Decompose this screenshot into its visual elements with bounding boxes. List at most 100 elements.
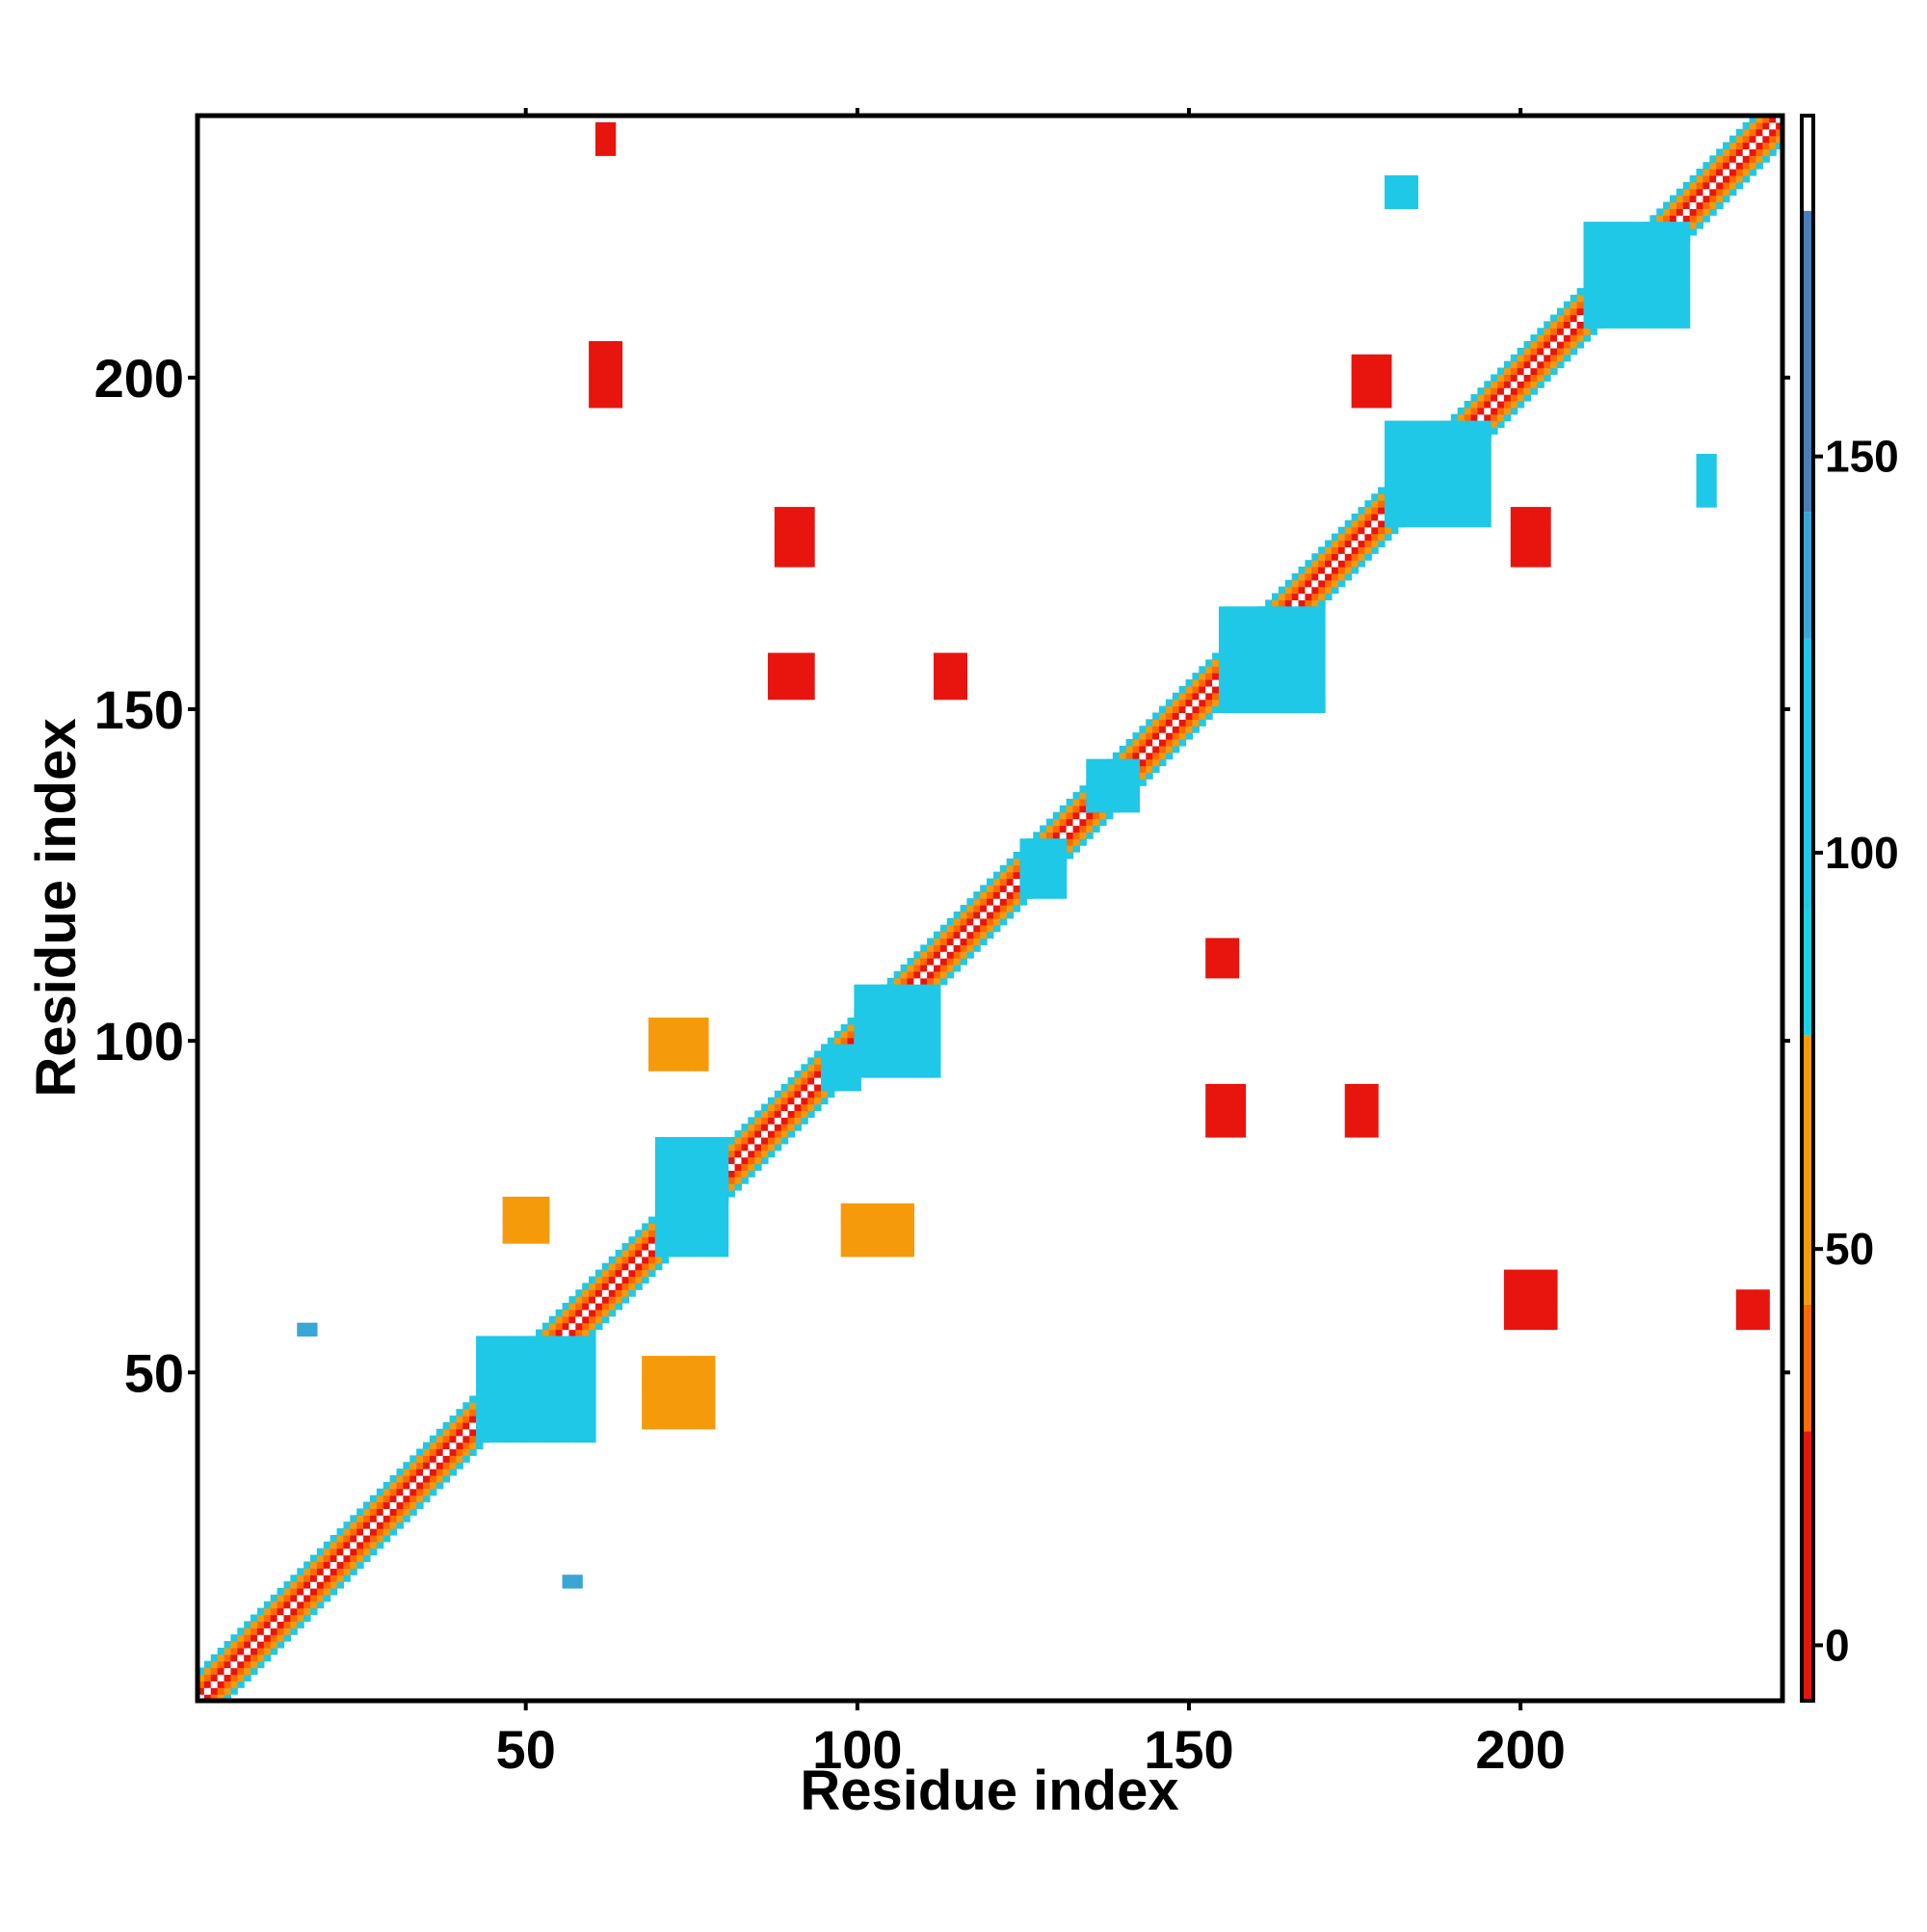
diagonal-band-cell xyxy=(1563,354,1571,362)
contact-cell xyxy=(648,1362,656,1370)
diagonal-band-cell xyxy=(594,1289,603,1297)
contact-cell xyxy=(1278,673,1286,680)
contact-cell xyxy=(1464,487,1472,494)
contact-cell xyxy=(674,1044,683,1052)
diagonal-band-cell xyxy=(973,931,981,940)
diagonal-band-cell xyxy=(608,1296,617,1304)
contact-cell xyxy=(568,1389,576,1396)
diagonal-band-cell xyxy=(409,1501,417,1509)
contact-cell xyxy=(1040,878,1047,887)
contact-cell xyxy=(1669,261,1677,269)
contact-cell xyxy=(1417,513,1425,521)
diagonal-band-cell xyxy=(934,970,941,979)
contact-cell xyxy=(1610,228,1618,236)
diagonal-band-cell xyxy=(1337,567,1346,574)
diagonal-band-cell xyxy=(283,1594,291,1602)
contact-cell xyxy=(615,367,623,376)
contact-cell xyxy=(1397,188,1406,197)
contact-cell xyxy=(541,1342,550,1350)
diagonal-band-cell xyxy=(648,1256,656,1264)
contact-cell xyxy=(1443,487,1452,494)
contact-cell xyxy=(774,685,782,694)
contact-cell xyxy=(661,1249,670,1257)
diagonal-band-cell xyxy=(1066,818,1074,827)
diagonal-band-cell xyxy=(1762,121,1770,130)
contact-cell xyxy=(1411,188,1419,197)
contact-cell xyxy=(900,1071,909,1078)
diagonal-band-cell xyxy=(628,1269,636,1278)
contact-cell xyxy=(1676,268,1684,276)
contact-cell xyxy=(1735,1309,1744,1317)
diagonal-band-cell xyxy=(992,885,1001,892)
diagonal-band-cell xyxy=(1523,394,1532,402)
contact-cell xyxy=(648,1050,656,1058)
contact-cell xyxy=(515,1209,523,1218)
diagonal-band-cell xyxy=(416,1448,424,1456)
contact-cell xyxy=(1086,765,1094,773)
contact-cell xyxy=(934,685,941,694)
contact-cell xyxy=(575,1368,583,1377)
diagonal-band-cell xyxy=(1735,128,1744,137)
contact-cell xyxy=(1218,652,1227,660)
diagonal-band-cell xyxy=(568,1315,576,1324)
diagonal-band-cell xyxy=(1530,387,1538,395)
contact-cell xyxy=(1663,241,1671,250)
contact-cell xyxy=(654,1057,663,1065)
contact-cell xyxy=(893,1037,902,1045)
diagonal-band-cell xyxy=(1165,719,1174,727)
contact-cell xyxy=(495,1421,504,1430)
contact-cell xyxy=(1364,1103,1372,1112)
diagonal-band-cell xyxy=(934,938,941,945)
contact-cell xyxy=(589,1342,596,1350)
contact-cell xyxy=(1397,513,1406,521)
contact-cell xyxy=(509,1389,516,1396)
contact-cell xyxy=(1231,639,1240,648)
contact-cell xyxy=(1225,646,1233,654)
diagonal-band-cell xyxy=(297,1568,304,1575)
contact-cell xyxy=(721,1203,729,1211)
contact-cell xyxy=(668,1018,676,1025)
contact-cell xyxy=(568,1581,576,1589)
contact-cell xyxy=(920,991,928,999)
contact-cell xyxy=(688,1356,696,1363)
contact-cell xyxy=(562,1375,570,1384)
diagonal-band-cell xyxy=(323,1548,331,1556)
contact-cell xyxy=(1438,460,1445,468)
diagonal-cell xyxy=(913,977,921,986)
contact-cell xyxy=(1371,1110,1379,1118)
contact-cell xyxy=(1537,1283,1544,1290)
diagonal-cell xyxy=(1709,181,1717,190)
diagonal-band-cell xyxy=(1491,374,1498,382)
contact-cell xyxy=(900,1050,909,1058)
diagonal-band-cell xyxy=(575,1309,583,1317)
diagonal-band-cell xyxy=(814,1097,822,1105)
contact-cell xyxy=(1583,268,1591,276)
contact-cell xyxy=(541,1216,550,1225)
contact-cell xyxy=(1470,487,1478,494)
diagonal-band-cell xyxy=(1311,567,1319,574)
diagonal-band-cell xyxy=(1344,567,1353,574)
contact-cell xyxy=(1517,507,1525,515)
contact-cell xyxy=(1019,871,1027,880)
contact-cell xyxy=(1311,646,1319,654)
contact-cell xyxy=(1291,632,1300,641)
diagonal-band-cell xyxy=(369,1515,378,1522)
diagonal-cell xyxy=(1325,567,1333,574)
contact-cell xyxy=(674,1362,683,1370)
contact-cell xyxy=(515,1428,523,1437)
diagonal-cell xyxy=(1735,155,1744,163)
contact-cell xyxy=(615,354,623,362)
diagonal-cell xyxy=(648,1243,656,1251)
diagonal-band-cell xyxy=(1703,208,1710,216)
contact-cell xyxy=(1537,533,1544,542)
contact-cell xyxy=(1284,652,1293,660)
diagonal-band-cell xyxy=(1172,699,1180,707)
diagonal-band-cell xyxy=(1185,699,1194,707)
contact-cell xyxy=(1390,440,1399,448)
diagonal-band-cell xyxy=(1563,301,1571,309)
diagonal-band-cell xyxy=(648,1230,656,1237)
contact-cell xyxy=(1749,1289,1757,1297)
contact-cell xyxy=(1132,772,1140,780)
contact-cell xyxy=(1238,659,1247,667)
